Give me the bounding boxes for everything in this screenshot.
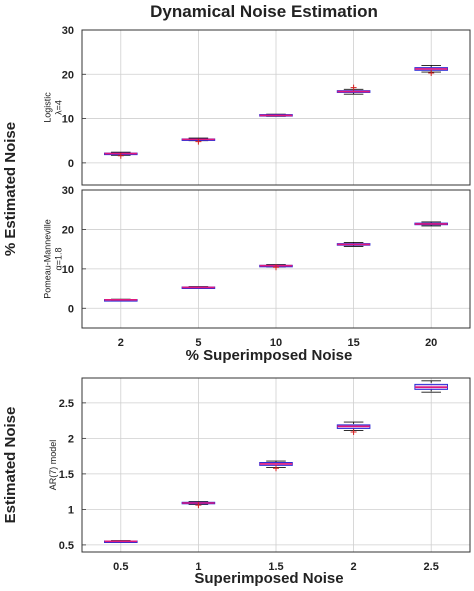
- y-tick-label: 20: [62, 69, 74, 81]
- y-tick-label: 0: [68, 158, 74, 170]
- x-tick-label: 15: [347, 337, 359, 349]
- box-2.5: [414, 380, 448, 393]
- box-20: [414, 64, 448, 73]
- box-0.5: [104, 540, 138, 543]
- y-tick-label: 1: [68, 504, 74, 516]
- x-tick-label: 2: [118, 337, 124, 349]
- y-tick-label: 20: [62, 224, 74, 236]
- outlier-point: [195, 138, 202, 145]
- box-15: [336, 241, 371, 247]
- y-tick-label: 30: [62, 25, 74, 37]
- y-tick-label: 30: [62, 185, 74, 197]
- panel-label: Logisticλ=4: [43, 92, 64, 123]
- box-5: [181, 286, 216, 289]
- x-tick-label: 2: [351, 561, 357, 573]
- outlier-point: [273, 465, 279, 472]
- box-20: [414, 221, 448, 227]
- x-tick-label: 0.5: [113, 561, 128, 573]
- figure-title: Dynamical Noise Estimation: [150, 2, 378, 21]
- top-y-axis-label: % Estimated Noise: [2, 122, 19, 256]
- outlier-point: [428, 69, 435, 76]
- y-tick-label: 2: [68, 433, 74, 445]
- outlier-point: [195, 502, 202, 509]
- x-tick-label: 10: [270, 337, 282, 349]
- outlier-point: [273, 264, 279, 271]
- outlier-point: [350, 84, 357, 91]
- panel-label: AR(7) model: [48, 440, 58, 491]
- panel-label: Pomeau-Mannevilleα=1.8: [43, 219, 64, 299]
- y-tick-label: 10: [62, 264, 74, 276]
- bottom-y-axis-label: Estimated Noise: [2, 407, 19, 524]
- y-tick-label: 0.5: [59, 540, 74, 552]
- panel-3: 0.5 1 1.5 2 2.5 0.5 1 1.5 2 2.5 AR(7) model: [48, 377, 471, 573]
- y-tick-label: 10: [62, 114, 74, 126]
- panel-1: 0 10 20 30 Logisticλ=4: [43, 25, 471, 186]
- box-10: [259, 113, 293, 117]
- x-tick-label: 1: [195, 561, 201, 573]
- plot-frame: [81, 377, 471, 553]
- outlier-point: [350, 428, 357, 435]
- plot-frame: [81, 29, 471, 186]
- x-tick-label: 2.5: [424, 561, 439, 573]
- y-tick-label: 1.5: [59, 469, 74, 481]
- x-tick-label: 20: [425, 337, 437, 349]
- y-tick-label: 2.5: [59, 398, 74, 410]
- outlier-point: [117, 152, 124, 159]
- x-tick-label: 1.5: [268, 561, 283, 573]
- box-2: [104, 298, 138, 302]
- top-x-axis-label: % Superimposed Noise: [186, 347, 353, 364]
- y-tick-label: 0: [68, 303, 74, 315]
- x-tick-label: 5: [195, 337, 201, 349]
- plot-frame: [81, 189, 471, 329]
- bottom-x-axis-label: Superimposed Noise: [194, 570, 343, 587]
